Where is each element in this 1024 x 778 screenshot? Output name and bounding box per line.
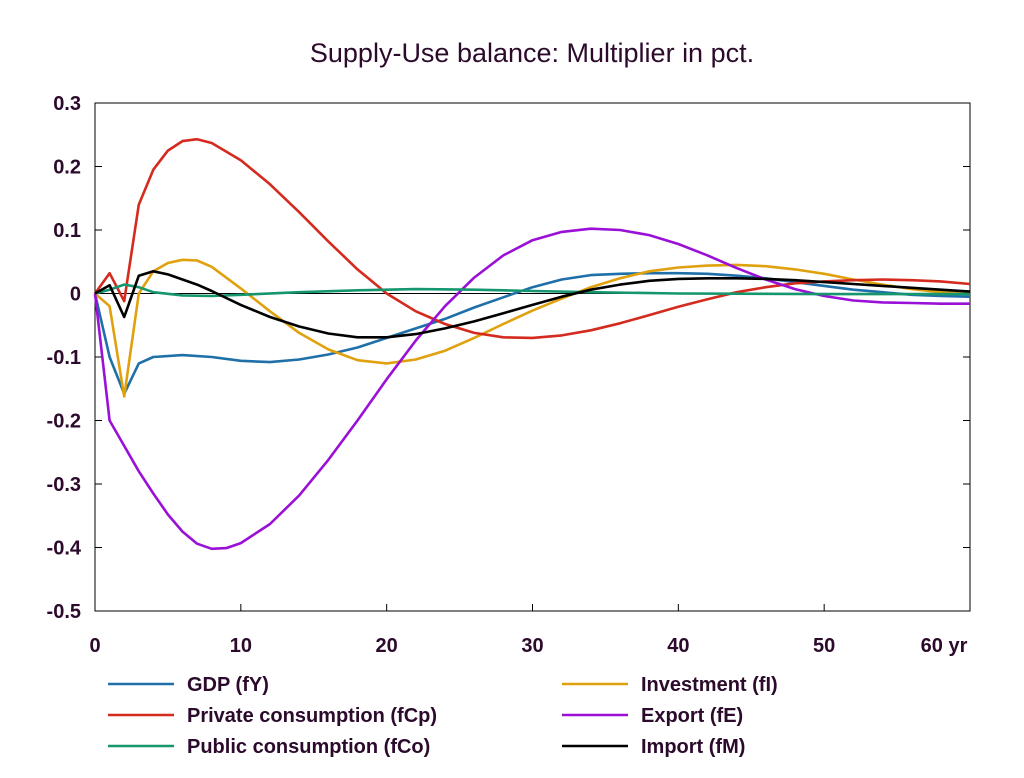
plot-area: -0.5 -0.4 -0.3 -0.2 -0.1 0 0.1 0.2 0.3 0 10 20 30 40 5… bbox=[47, 93, 971, 657]
legend-label-gdp-fy: GDP (fY) bbox=[187, 674, 269, 696]
y-tick-label: 0.2 bbox=[53, 157, 81, 179]
series-line-private-consumption-fcp bbox=[93, 137, 971, 340]
x-tick-label: 10 bbox=[230, 635, 252, 657]
legend-label-import-fm: Import (fM) bbox=[641, 736, 745, 758]
legend-label-private-consumption-fcp: Private consumption (fCp) bbox=[187, 705, 437, 727]
y-tick-label: -0.4 bbox=[47, 538, 82, 560]
legend-label-public-consumption-fco: Public consumption (fCo) bbox=[187, 736, 430, 758]
x-tick-label: 20 bbox=[376, 635, 398, 657]
x-tick-label: 30 bbox=[521, 635, 543, 657]
legend-label-investment-fi: Investment (fI) bbox=[641, 674, 778, 696]
y-tick-label: -0.5 bbox=[47, 601, 81, 623]
plot-frame bbox=[94, 102, 971, 612]
y-tick-label: -0.3 bbox=[47, 474, 81, 496]
y-tick-label: 0 bbox=[70, 284, 81, 306]
x-tick-label: 40 bbox=[667, 635, 689, 657]
legend-label-export-fe: Export (fE) bbox=[641, 705, 743, 727]
series-line-gdp-fy bbox=[93, 271, 971, 396]
x-tick-label: 60 yr bbox=[921, 635, 968, 657]
chart-title: Supply-Use balance: Multiplier in pct. bbox=[310, 38, 754, 68]
legend: GDP (fY) Investment (fI) Private consumpti… bbox=[108, 674, 778, 758]
series-line-export-fe bbox=[93, 227, 970, 551]
series-line-investment-fi bbox=[94, 258, 971, 398]
y-tick-label: 0.1 bbox=[53, 220, 81, 242]
x-tick-label: 50 bbox=[813, 635, 835, 657]
y-tick-label: 0.3 bbox=[53, 93, 81, 115]
series-line-import-fm bbox=[94, 270, 971, 339]
y-tick-label: -0.2 bbox=[47, 411, 81, 433]
y-tick-label: -0.1 bbox=[47, 347, 81, 369]
x-tick-label: 0 bbox=[89, 635, 100, 657]
